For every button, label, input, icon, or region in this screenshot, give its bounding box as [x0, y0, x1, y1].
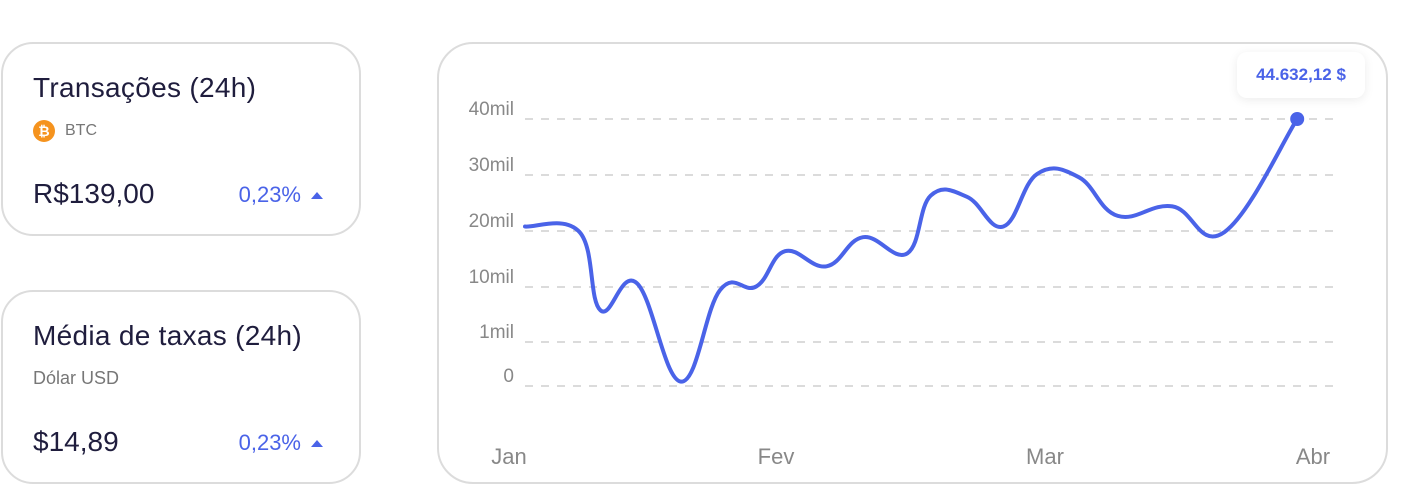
card-subtitle: Dólar USD: [33, 368, 120, 388]
transactions-card: Transações (24h) ₿ BTC R$139,00 0,23%: [1, 42, 361, 236]
price-chart-card: [437, 42, 1388, 484]
card-subtitle-text: BTC: [65, 122, 97, 139]
price-tooltip: 44.632,12 $: [1237, 52, 1365, 98]
last-data-point[interactable]: [1290, 112, 1305, 126]
arrow-up-icon: [311, 191, 323, 199]
y-tick-label: 40mil: [469, 99, 514, 120]
chart-grid: [525, 118, 1335, 387]
arrow-up-icon: [311, 439, 323, 447]
card-value: $14,89: [33, 426, 119, 457]
y-tick-label: 20mil: [469, 211, 514, 232]
card-change: 0,23%: [239, 430, 323, 456]
x-axis-ticks: Jan Fev Mar Abr: [491, 444, 1330, 469]
x-tick-label: Fev: [758, 444, 795, 469]
x-tick-label: Abr: [1296, 444, 1330, 469]
card-change-value: 0,23%: [238, 430, 301, 455]
y-tick-label: 10mil: [469, 267, 514, 288]
bitcoin-icon: ₿: [33, 120, 55, 142]
fees-card: Média de taxas (24h) Dólar USD $14,89 0,…: [1, 290, 361, 484]
card-title: Transações (24h): [33, 72, 257, 103]
card-change-value: 0,23%: [238, 182, 301, 207]
x-tick-label: Jan: [491, 444, 526, 469]
card-value: R$139,00: [33, 178, 155, 209]
x-tick-label: Mar: [1026, 444, 1064, 469]
y-tick-label: 1mil: [479, 322, 514, 343]
card-change: 0,23%: [239, 182, 323, 208]
card-subtitle: ₿ BTC: [33, 120, 97, 142]
card-title: Média de taxas (24h): [33, 320, 303, 351]
y-tick-label: 30mil: [469, 155, 514, 176]
y-tick-label: 0: [503, 366, 514, 387]
y-axis-ticks: 40mil 30mil 20mil 10mil 1mil 0: [469, 99, 514, 387]
series-line: [523, 117, 1300, 384]
